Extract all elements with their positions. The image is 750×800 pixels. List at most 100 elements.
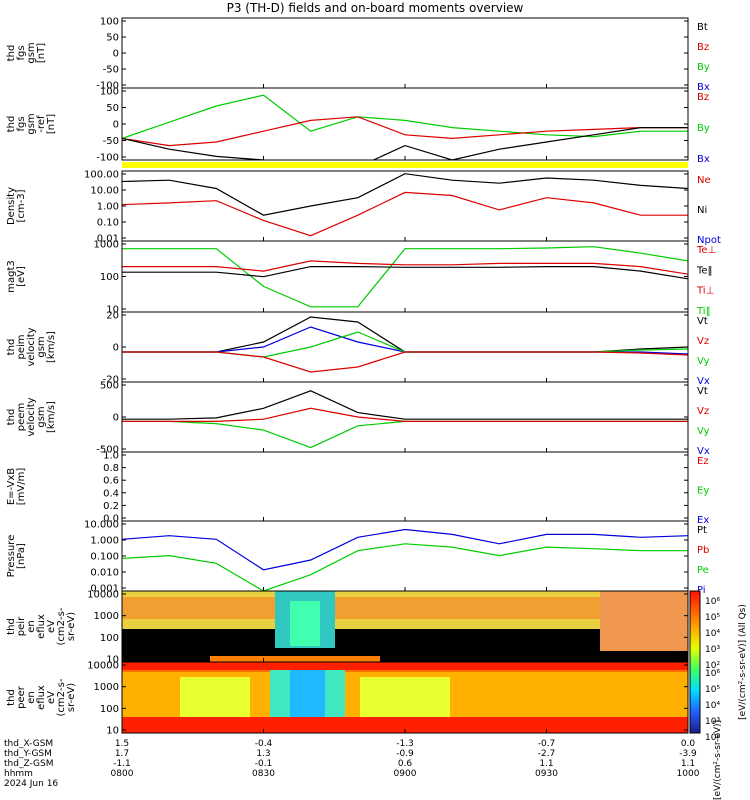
spec-band — [290, 601, 320, 646]
legend-Vx: Vx — [697, 446, 710, 457]
panel-frame — [121, 17, 689, 89]
series-Vz — [122, 407, 688, 422]
x-tick-label: -0.4 — [255, 739, 273, 749]
y-tick-label: 0.2 — [103, 501, 119, 512]
x-tick-label: 1.1 — [681, 759, 695, 769]
colorbar-tick-label: 10² — [705, 661, 720, 671]
y-axis-label: gsm — [26, 113, 37, 134]
y-tick-label: 0.01 — [97, 234, 119, 245]
legend-Pi: Pi — [697, 585, 706, 596]
legend-Ne: Ne — [697, 175, 711, 186]
panel-frame — [121, 87, 689, 161]
y-axis-label: peir — [16, 616, 27, 636]
legend-Pb: Pb — [697, 545, 709, 556]
y-axis-label: -ref — [36, 115, 47, 133]
legend-Ti‖: Ti‖ — [696, 306, 711, 317]
legend-Bx: Bx — [697, 82, 710, 93]
spec-band — [600, 591, 688, 651]
spec-band — [360, 677, 450, 717]
y-axis-label: eV — [46, 691, 57, 704]
series-Bt — [122, 126, 688, 160]
y-axis-label: fgs — [16, 45, 27, 60]
panel-frame — [121, 311, 689, 383]
y-axis-label: velocity — [26, 397, 37, 436]
panel-frame — [121, 381, 689, 453]
y-tick-label: 1000 — [94, 682, 119, 693]
y-axis-label: [nPa] — [16, 543, 27, 569]
x-tick-label: -1.3 — [396, 739, 414, 749]
y-tick-label: 0.6 — [103, 476, 119, 487]
panel-peem-vel-traces — [122, 390, 688, 449]
panel-pressure-traces — [122, 528, 688, 591]
x-row-label: thd_X-GSM — [4, 739, 53, 749]
legend-Ey: Ey — [697, 486, 709, 497]
y-axis-label: sr-eV) — [66, 683, 77, 712]
legend-Te‖: Te‖ — [696, 265, 713, 276]
y-axis-label: [nT] — [46, 114, 57, 134]
y-axis-label: gsm — [26, 42, 37, 63]
series-Bz — [122, 116, 688, 147]
series-Vz — [122, 351, 688, 373]
x-row-label: 2024 Jun 16 — [4, 779, 58, 789]
legend-Vz: Vz — [697, 406, 709, 417]
legend-Vz: Vz — [697, 336, 709, 347]
spec-band — [210, 656, 380, 662]
legend-Vy: Vy — [697, 426, 710, 437]
y-tick-label: 1000 — [94, 611, 119, 622]
legend-Ez: Ez — [697, 456, 709, 467]
y-tick-label: 0.010 — [90, 568, 119, 579]
y-tick-label: 100 — [100, 17, 119, 28]
x-tick-label: 0.0 — [681, 739, 696, 749]
y-tick-label: 10 — [106, 305, 119, 316]
x-row-label: thd_Y-GSM — [4, 749, 52, 759]
panel-frame — [121, 520, 689, 592]
y-tick-label: 100.00 — [84, 170, 119, 181]
x-tick-label: -0.9 — [396, 749, 414, 759]
legend-Pt: Pt — [697, 525, 707, 536]
colorbar-tick-label: 10⁶ — [705, 597, 720, 607]
x-tick-label: 0800 — [111, 769, 134, 779]
colorbar-tick-label: 10⁴ — [705, 629, 720, 639]
legend-Ni: Ni — [697, 205, 707, 216]
series-Vx — [122, 326, 688, 355]
legend-Ex: Ex — [697, 515, 709, 526]
y-axis-label: gsm — [36, 406, 47, 427]
y-tick-label: -50 — [103, 136, 119, 147]
y-tick-label: 0.10 — [97, 218, 119, 229]
y-tick-label: 0.8 — [103, 463, 119, 474]
y-tick-label: 50 — [106, 103, 119, 114]
y-axis-label: (cm2-s- — [56, 678, 67, 716]
x-tick-label: -0.1 — [255, 759, 273, 769]
y-axis-label: magt3 — [6, 260, 17, 293]
y-tick-label: 1.00 — [97, 202, 119, 213]
y-axis-label: thd — [6, 689, 17, 706]
spec-band — [180, 677, 250, 717]
y-tick-label: 0 — [113, 343, 119, 354]
y-tick-label: 10 — [106, 726, 119, 737]
y-tick-label: 100 — [100, 272, 119, 283]
legend-Vt: Vt — [697, 316, 708, 327]
y-tick-label: -20 — [103, 375, 119, 386]
y-axis-label: gsm — [36, 336, 47, 357]
series-By — [122, 94, 688, 139]
y-axis-label: thd — [6, 339, 17, 356]
legend-Vx: Vx — [697, 376, 710, 387]
spec-band — [122, 597, 688, 619]
y-axis-label: [eV] — [16, 266, 27, 287]
y-axis-label: (cm2-s- — [56, 607, 67, 645]
y-tick-label: 0.4 — [103, 488, 119, 499]
panel-peim-vel-traces — [122, 316, 688, 373]
colorbar-tick-label: 10⁴ — [705, 701, 720, 711]
ion-spectrogram — [122, 591, 688, 662]
x-tick-label: 1.3 — [256, 749, 270, 759]
y-tick-label: 10.00 — [90, 186, 119, 197]
series-Vy — [122, 420, 688, 449]
y-axis-label: [cm-3] — [16, 189, 27, 222]
colorbar-tick-label: 10² — [705, 733, 720, 743]
y-axis-label: [nT] — [36, 43, 47, 63]
y-axis-label: thd — [6, 45, 17, 62]
y-tick-label: 50 — [106, 33, 119, 44]
panel-temperature-traces — [122, 246, 688, 308]
colorbar-label: [eV/(cm²-s-sr-eV)] — [713, 720, 723, 800]
series-Vt — [122, 316, 688, 353]
